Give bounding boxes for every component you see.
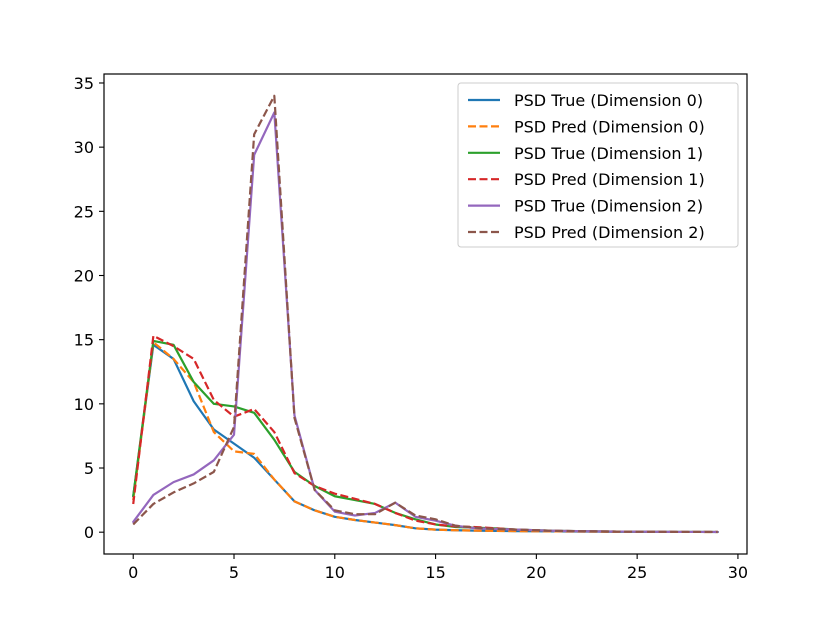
x-axis: 0 5 10 15 20 25 30 (128, 554, 748, 582)
y-tick-label: 5 (84, 459, 94, 478)
y-tick-label: 20 (74, 266, 94, 285)
series-line-1 (132, 341, 718, 534)
legend-label: PSD True (Dimension 2) (514, 197, 703, 216)
y-tick-label: 15 (74, 331, 94, 350)
legend-label: PSD Pred (Dimension 1) (514, 170, 705, 189)
y-tick-label: 10 (74, 395, 94, 414)
x-tick-label: 0 (128, 563, 138, 582)
x-tick-label: 30 (728, 563, 748, 582)
x-tick-label: 10 (325, 563, 345, 582)
plot-area-frame (103, 73, 748, 555)
series-layer (132, 94, 719, 534)
x-tick-label: 20 (526, 563, 546, 582)
legend-box (457, 82, 739, 248)
legend: PSD True (Dimension 0) PSD Pred (Dimensio… (457, 82, 739, 248)
x-tick-label: 5 (229, 563, 239, 582)
y-tick-label: 35 (74, 74, 94, 93)
series-line-5 (132, 94, 718, 534)
series-line-2 (132, 339, 719, 534)
series-line-3 (132, 334, 718, 534)
x-tick-label: 15 (425, 563, 445, 582)
legend-label: PSD True (Dimension 1) (514, 144, 703, 163)
legend-label: PSD True (Dimension 0) (514, 91, 703, 110)
y-tick-label: 0 (84, 523, 94, 542)
y-axis: 0 5 10 15 20 25 30 35 (74, 74, 104, 542)
legend-label: PSD Pred (Dimension 2) (514, 223, 705, 242)
legend-label: PSD Pred (Dimension 0) (514, 117, 705, 136)
x-tick-label: 25 (627, 563, 647, 582)
y-tick-label: 25 (74, 202, 94, 221)
y-tick-label: 30 (74, 138, 94, 157)
